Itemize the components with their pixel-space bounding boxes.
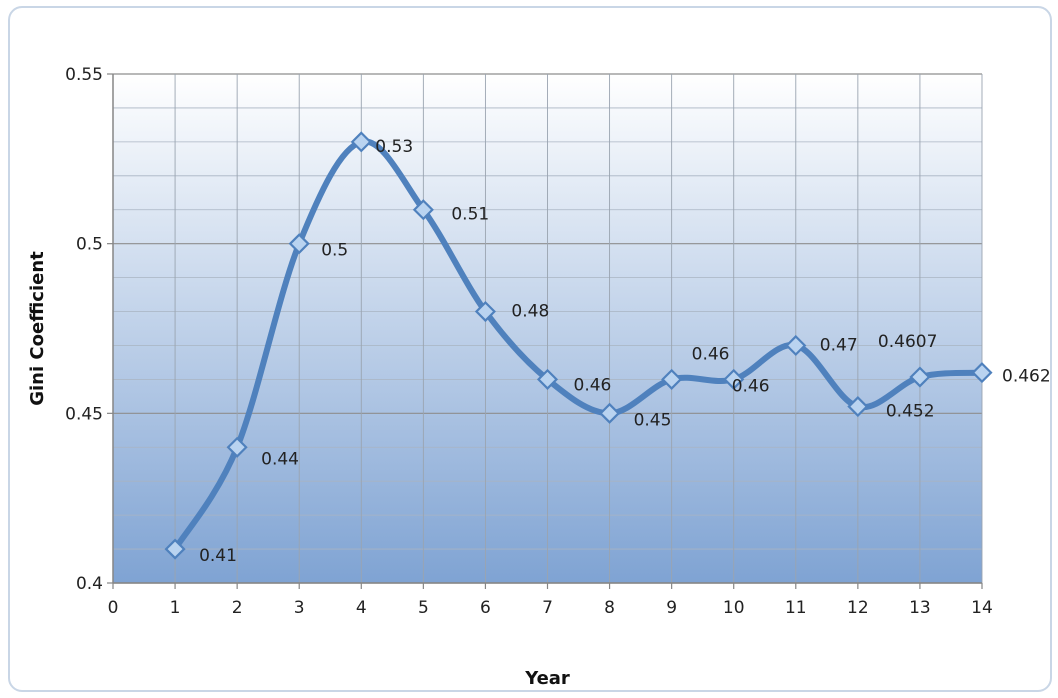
data-point-marker	[599, 402, 621, 424]
gini-series-line	[172, 138, 985, 553]
x-tick-label: 9	[666, 598, 677, 618]
data-point-marker	[164, 538, 186, 560]
data-label: 0.46	[574, 375, 612, 395]
data-labels: 0.410.440.50.530.510.480.460.450.460.460…	[199, 137, 1051, 566]
x-tick-label: 11	[785, 598, 807, 618]
data-label: 0.452	[886, 402, 935, 422]
x-tick-label: 10	[723, 598, 745, 618]
data-label: 0.45	[634, 410, 672, 430]
data-label: 0.53	[375, 137, 413, 157]
data-point-marker	[661, 368, 683, 390]
series	[164, 131, 993, 560]
data-label: 0.5	[321, 241, 348, 261]
x-tick-label: 14	[971, 598, 993, 618]
x-tick-label: 13	[909, 598, 931, 618]
data-point-marker	[971, 362, 993, 384]
data-point-marker	[226, 436, 248, 458]
data-label: 0.44	[261, 449, 299, 469]
data-point-marker	[536, 368, 559, 390]
data-label: 0.46	[692, 344, 730, 364]
x-tick-label: 2	[232, 598, 243, 618]
data-label: 0.48	[511, 302, 549, 322]
x-tick-label: 1	[170, 598, 181, 618]
data-label: 0.4607	[878, 332, 937, 352]
y-tick-label: 0.5	[76, 235, 103, 255]
x-tick-label: 6	[480, 598, 491, 618]
x-tick-label: 0	[108, 598, 119, 618]
y-tick-label: 0.4	[76, 574, 103, 594]
data-point-marker	[847, 395, 869, 418]
data-label: 0.46	[732, 376, 770, 396]
x-tick-label: 7	[542, 598, 553, 618]
data-label: 0.51	[451, 205, 489, 225]
data-point-marker	[474, 300, 496, 323]
x-axis-title: Year	[524, 668, 570, 689]
x-tick-label: 5	[418, 598, 429, 618]
data-point-marker	[723, 368, 745, 390]
x-tick-label: 3	[294, 598, 305, 618]
data-point-marker	[350, 131, 372, 153]
x-tick-label: 4	[356, 598, 367, 618]
data-point-marker	[412, 199, 434, 221]
data-label: 0.41	[199, 546, 237, 566]
y-axis-title: Gini Coefficient	[27, 251, 48, 406]
data-point-marker	[785, 334, 807, 357]
data-label: 0.47	[820, 335, 858, 355]
data-point-marker	[288, 233, 310, 255]
x-tick-label: 12	[847, 598, 869, 618]
axes: 0.40.450.50.550 1 2 3 4 5 6 7 8 9 10 11 12 13 14	[65, 65, 993, 618]
data-point-marker	[909, 366, 931, 388]
data-label: 0.462	[1002, 367, 1051, 387]
x-tick-label: 8	[604, 598, 615, 618]
y-tick-label: 0.45	[65, 404, 103, 424]
y-tick-label: 0.55	[65, 65, 103, 85]
